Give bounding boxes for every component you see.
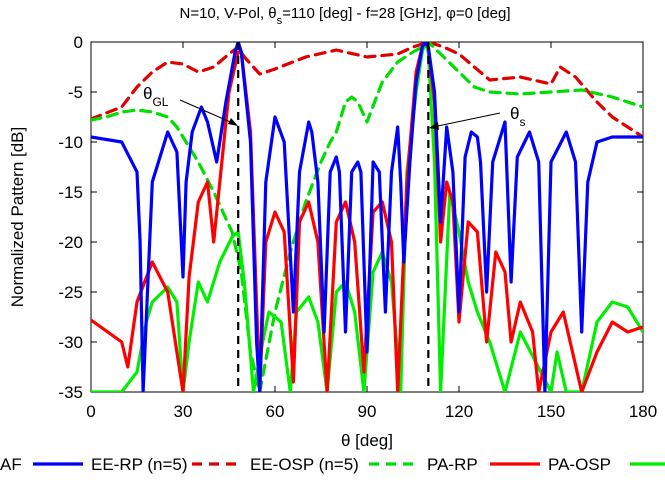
- x-tick-label: 150: [537, 402, 565, 421]
- y-axis-label: Normalized Pattern [dB]: [8, 127, 27, 307]
- legend-label: EE-OSP (n=5): [250, 455, 359, 474]
- theta-s-arrow: [432, 112, 501, 128]
- theta-gl-main: θ: [143, 84, 152, 103]
- x-tick-labels: 0 30 60 90 120 150 180: [86, 402, 657, 421]
- series-line-ee-osp-n-5: [91, 42, 643, 392]
- theta-s-label: θs: [510, 104, 525, 129]
- x-tick-label: 30: [174, 402, 193, 421]
- x-axis-label: θ [deg]: [341, 431, 393, 450]
- theta-gl-arrow: [179, 99, 236, 125]
- x-tick-label: 60: [266, 402, 285, 421]
- marker-layer: [237, 42, 430, 392]
- theta-gl-arrowhead: [228, 118, 238, 126]
- y-tick-label: -35: [58, 383, 83, 402]
- theta-s-main: θ: [510, 104, 519, 123]
- theta-s-sub: s: [519, 115, 525, 129]
- x-tick-label: 90: [358, 402, 377, 421]
- x-tick-label: 120: [445, 402, 473, 421]
- y-tick-label: -25: [58, 283, 83, 302]
- legend-label: PA-RP: [427, 455, 478, 474]
- series-line-ee-rp-n-5: [91, 42, 643, 139]
- title-part-1: N=10, V-Pol, θ: [180, 5, 277, 22]
- series-layer: [91, 42, 643, 392]
- theta-gl-sub: GL: [152, 95, 168, 109]
- legend-label: AF: [0, 455, 22, 474]
- theta-s-arrowhead: [429, 122, 439, 130]
- y-tick-labels: 0 -5 -10 -15 -20 -25 -30 -35: [58, 33, 83, 402]
- y-tick-label: -30: [58, 333, 83, 352]
- legend-label: PA-OSP: [548, 455, 611, 474]
- y-tick-label: -20: [58, 233, 83, 252]
- x-tick-label: 0: [86, 402, 95, 421]
- title-part-2: =110 [deg] - f=28 [GHz], φ=0 [deg]: [282, 5, 510, 22]
- chart-title: N=10, V-Pol, θs=110 [deg] - f=28 [GHz], …: [180, 5, 511, 27]
- x-tick-label: 180: [629, 402, 657, 421]
- theta-gl-label: θGL: [143, 84, 169, 109]
- y-tick-label: -10: [58, 133, 83, 152]
- axis-ticks: [90, 41, 644, 393]
- series-line-pa-rp: [91, 42, 643, 392]
- y-tick-label: 0: [74, 33, 83, 52]
- y-tick-label: -5: [68, 83, 83, 102]
- legend-label: EE-RP (n=5): [91, 455, 188, 474]
- title-subscript: s: [277, 15, 283, 27]
- series-line-af: [91, 42, 643, 392]
- y-tick-label: -15: [58, 183, 83, 202]
- legend: AF EE-RP (n=5) EE-OSP (n=5) PA-RP PA-OSP: [0, 455, 665, 474]
- series-line-pa-osp: [91, 42, 643, 392]
